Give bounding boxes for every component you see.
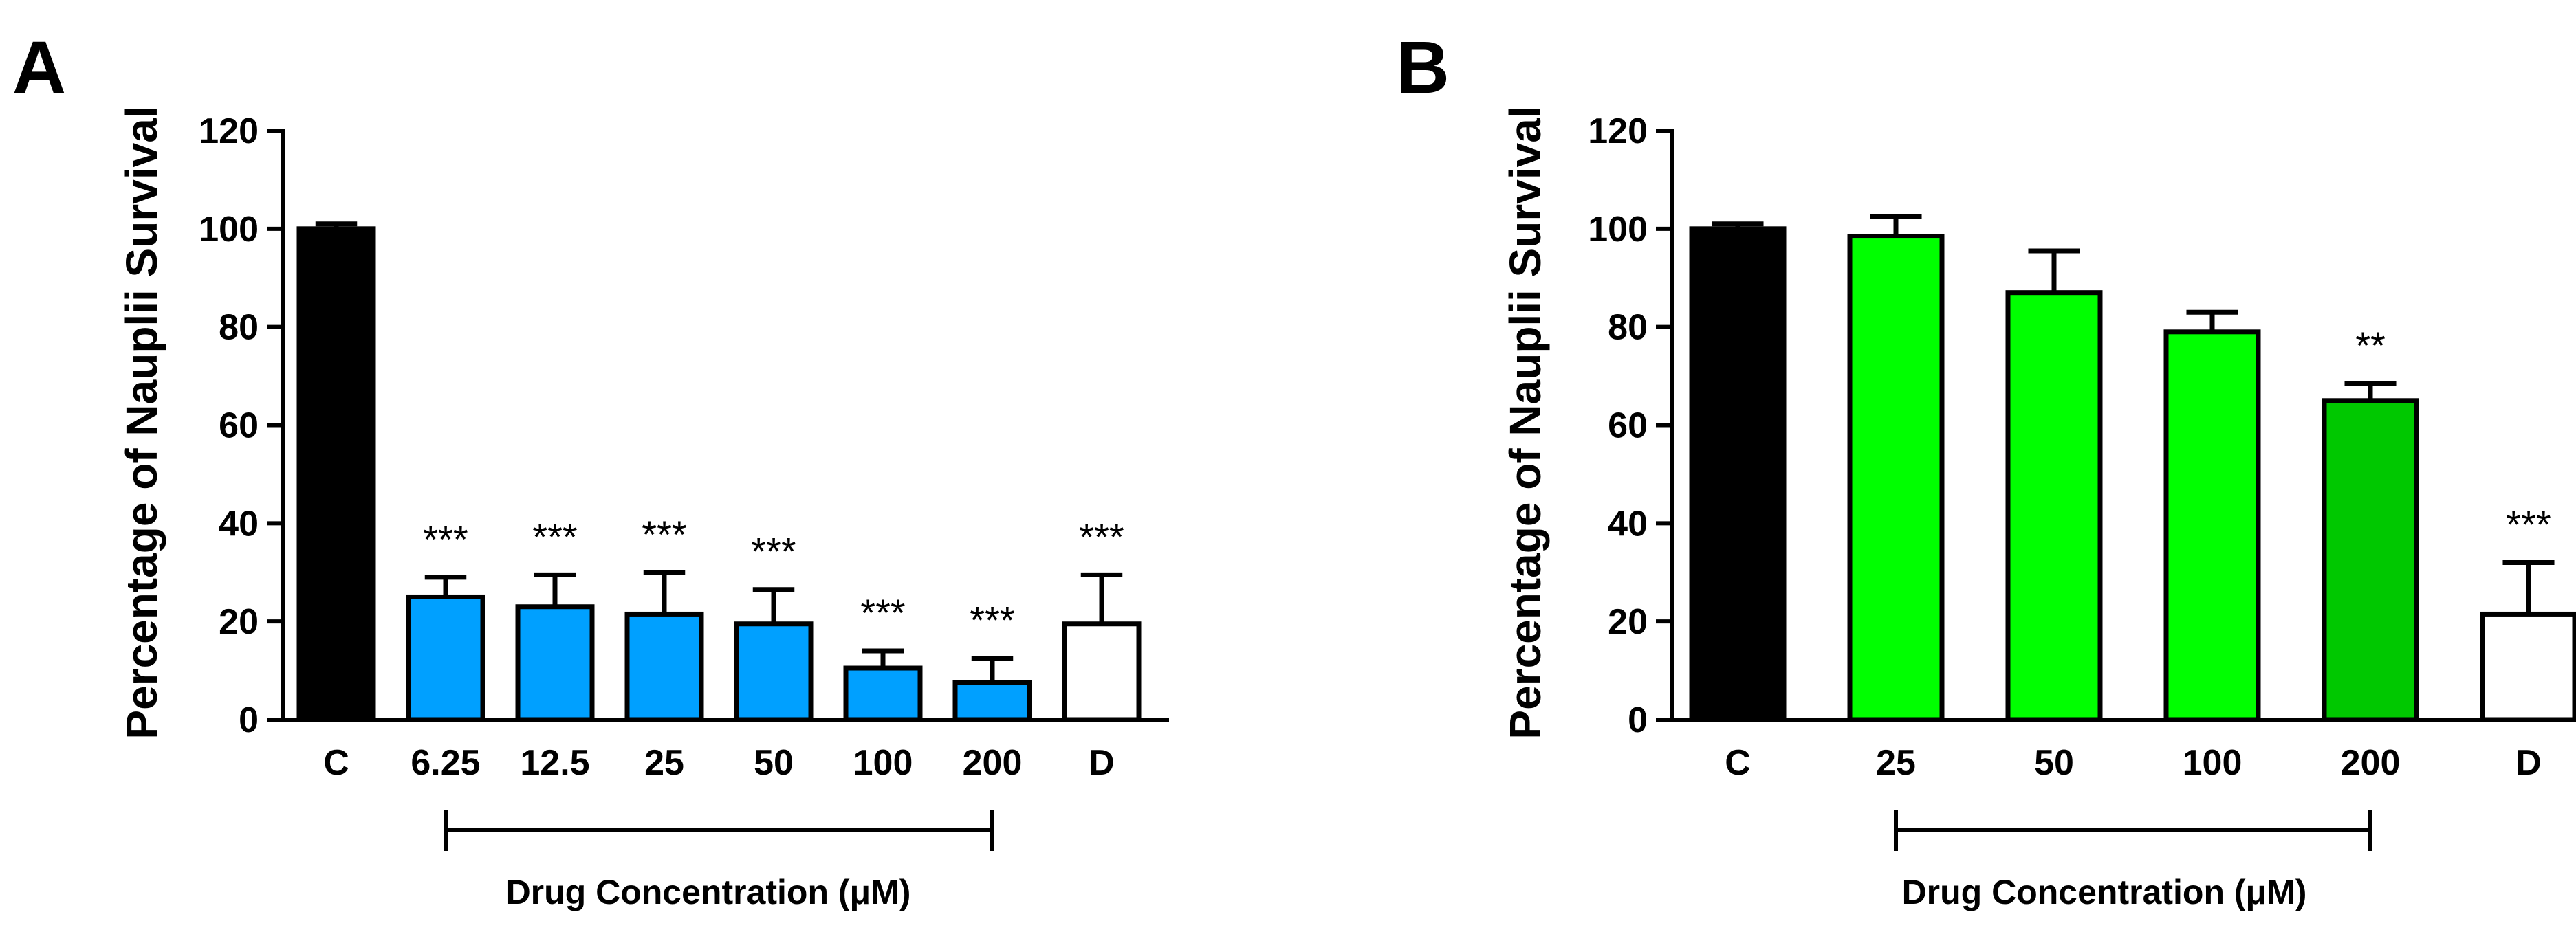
y-tick-label: 20 (219, 602, 259, 642)
panel-a-bracket (444, 810, 994, 851)
significance-label: *** (751, 530, 796, 573)
panel-b-axes (1670, 129, 2557, 722)
bar-6.25 (406, 594, 485, 722)
x-tick-label: 25 (1876, 743, 1916, 783)
bar-25 (1847, 234, 1945, 722)
panel-a-bars (296, 221, 1142, 722)
y-tick-label: 120 (1588, 111, 1648, 151)
y-tick-label: 0 (1628, 700, 1648, 740)
y-tick-label: 40 (219, 504, 259, 544)
significance-label: *** (532, 515, 577, 558)
panel-a-letter: A (12, 25, 66, 109)
y-tick-label: 60 (219, 406, 259, 446)
x-tick-label: D (1089, 743, 1115, 783)
bar-D (2480, 611, 2576, 722)
x-tick-label: 200 (2341, 743, 2401, 783)
y-tick-label: 20 (1608, 602, 1648, 642)
y-tick-label: 60 (1608, 406, 1648, 446)
bar-200 (952, 680, 1032, 722)
y-tick-label: 100 (199, 210, 259, 249)
bar-D (1062, 621, 1142, 722)
panel-a-significance-labels: *** *** *** *** *** *** *** (423, 513, 1124, 642)
bar-50 (734, 621, 814, 722)
x-tick-label: C (1725, 743, 1751, 783)
x-tick-label: 100 (2183, 743, 2242, 783)
x-tick-label: D (2515, 743, 2542, 783)
significance-label: *** (860, 591, 905, 634)
significance-label: *** (423, 518, 468, 561)
x-tick-label: 200 (963, 743, 1023, 783)
significance-label: *** (642, 513, 686, 556)
panel-a-x-axis-label: Drug Concentration (μM) (506, 873, 911, 911)
significance-label: *** (970, 599, 1014, 642)
bar-C (296, 226, 376, 722)
bar-25 (624, 611, 704, 722)
x-tick-label: C (323, 743, 349, 783)
y-tick-label: 80 (219, 308, 259, 348)
bar-100 (2163, 329, 2261, 722)
panel-a-y-axis-label: Percentage of Nauplii Survival (117, 106, 166, 739)
bar-100 (843, 665, 923, 722)
y-tick-label: 120 (199, 111, 259, 151)
panel-a-y-ticks: 0 20 40 60 80 100 120 (199, 111, 283, 740)
panel-b: B Percentage of Nauplii Survival 0 20 40 60… (1396, 25, 2576, 911)
y-tick-label: 100 (1588, 210, 1648, 249)
panel-a-x-tick-labels: C 6.25 12.5 25 50 100 200 D (323, 743, 1115, 783)
bar-C (1689, 226, 1787, 722)
panel-b-x-tick-labels: C 25 50 100 200 D (1725, 743, 2542, 783)
bar-200 (2322, 398, 2419, 722)
x-tick-label: 50 (2034, 743, 2074, 783)
panel-b-bars (1689, 214, 2576, 722)
panel-b-bracket (1894, 810, 2372, 851)
significance-label: *** (1079, 515, 1124, 558)
x-tick-label: 25 (644, 743, 684, 783)
panel-b-significance-labels: ***** (2355, 324, 2551, 546)
y-tick-label: 80 (1608, 308, 1648, 348)
panel-b-letter: B (1396, 25, 1450, 109)
y-tick-label: 40 (1608, 504, 1648, 544)
x-tick-label: 6.25 (411, 743, 480, 783)
significance-label: *** (2506, 502, 2551, 546)
panel-b-x-axis-label: Drug Concentration (μM) (1902, 873, 2307, 911)
x-tick-label: 100 (853, 743, 913, 783)
bar-50 (2005, 290, 2103, 722)
panel-a: A Percentage of Nauplii Survival 0 20 40 60… (12, 25, 1169, 911)
x-tick-label: 12.5 (520, 743, 589, 783)
x-tick-label: 50 (754, 743, 794, 783)
panel-b-y-axis-label: Percentage of Nauplii Survival (1500, 106, 1550, 739)
bar-12.5 (515, 604, 595, 722)
significance-label: ** (2355, 324, 2386, 367)
panel-b-y-ticks: 0 20 40 60 80 100 120 (1588, 111, 1672, 740)
y-tick-label: 0 (239, 700, 259, 740)
